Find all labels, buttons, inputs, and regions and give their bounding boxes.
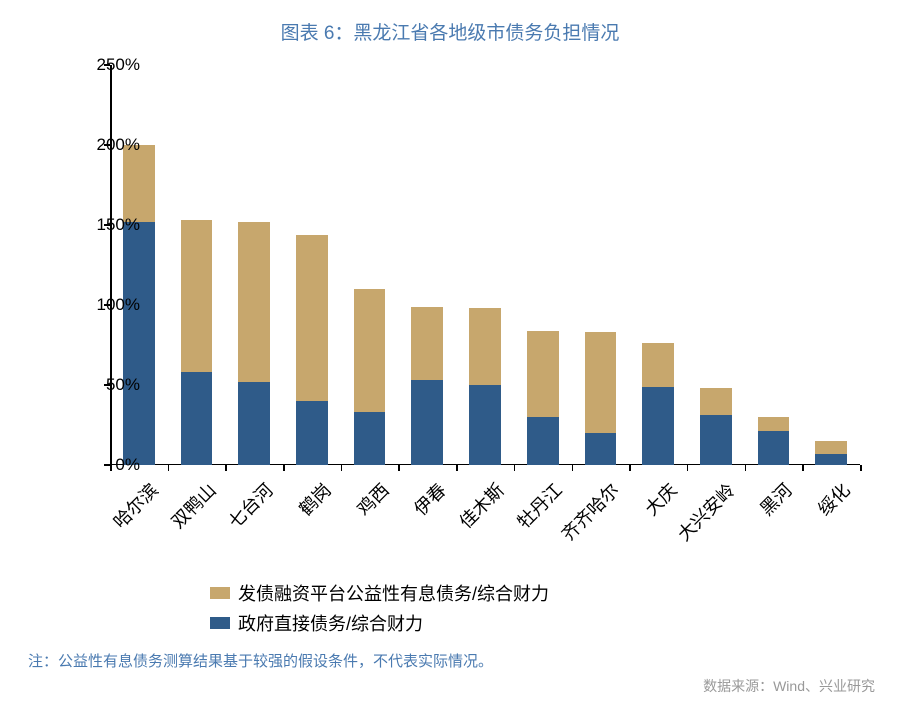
x-tick [629, 465, 631, 471]
bar-group [296, 235, 328, 465]
y-tick-label: 150% [80, 215, 140, 235]
x-tick [514, 465, 516, 471]
x-tick [341, 465, 343, 471]
x-tick [572, 465, 574, 471]
bar-segment-gov-direct [296, 401, 328, 465]
y-tick-label: 50% [80, 375, 140, 395]
bar-segment-platform [758, 417, 790, 431]
bar-group [181, 220, 213, 465]
x-tick [745, 465, 747, 471]
legend-label: 发债融资平台公益性有息债务/综合财力 [238, 580, 549, 606]
bar-group [642, 343, 674, 465]
bar-group [585, 332, 617, 465]
bar-segment-gov-direct [700, 415, 732, 465]
bar-group [354, 289, 386, 465]
legend: 发债融资平台公益性有息债务/综合财力政府直接债务/综合财力 [210, 580, 549, 640]
bar-segment-platform [238, 222, 270, 382]
chart-figure: 图表 6：黑龙江省各地级市债务负担情况 0% 50% 100% 150% 200% 250… [0, 0, 900, 708]
bar-segment-platform [700, 388, 732, 415]
bar-segment-gov-direct [469, 385, 501, 465]
legend-label: 政府直接债务/综合财力 [238, 610, 423, 636]
bar-segment-gov-direct [123, 222, 155, 465]
legend-swatch [210, 587, 230, 599]
bar-group [469, 308, 501, 465]
bar-segment-gov-direct [181, 372, 213, 465]
bar-segment-platform [815, 441, 847, 454]
y-tick-label: 0% [80, 455, 140, 475]
bar-segment-gov-direct [354, 412, 386, 465]
bar-segment-platform [411, 307, 443, 381]
bar-group [758, 417, 790, 465]
bar-segment-gov-direct [527, 417, 559, 465]
x-tick [802, 465, 804, 471]
y-tick-label: 200% [80, 135, 140, 155]
bar-segment-gov-direct [642, 387, 674, 465]
legend-item: 政府直接债务/综合财力 [210, 610, 549, 636]
x-tick [225, 465, 227, 471]
bar-segment-gov-direct [815, 454, 847, 465]
bar-segment-gov-direct [238, 382, 270, 465]
chart-title: 图表 6：黑龙江省各地级市债务负担情况 [0, 0, 900, 55]
bar-segment-gov-direct [411, 380, 443, 465]
y-tick-label: 250% [80, 55, 140, 75]
footnote: 注：公益性有息债务测算结果基于较强的假设条件，不代表实际情况。 [28, 650, 493, 671]
bar-segment-platform [469, 308, 501, 385]
bar-group [700, 388, 732, 465]
bar-group [815, 441, 847, 465]
legend-swatch [210, 617, 230, 629]
bar-segment-platform [585, 332, 617, 433]
x-tick [398, 465, 400, 471]
source-text: 数据来源：Wind、兴业研究 [703, 676, 875, 696]
bars-layer [110, 65, 860, 465]
bar-segment-gov-direct [758, 431, 790, 465]
y-tick-label: 100% [80, 295, 140, 315]
bar-segment-gov-direct [585, 433, 617, 465]
legend-item: 发债融资平台公益性有息债务/综合财力 [210, 580, 549, 606]
x-tick [687, 465, 689, 471]
bar-segment-platform [354, 289, 386, 412]
chart-area [110, 65, 860, 465]
bar-segment-platform [527, 331, 559, 417]
bar-segment-platform [181, 220, 213, 372]
bar-segment-platform [123, 145, 155, 222]
bar-group [411, 307, 443, 465]
x-tick [283, 465, 285, 471]
bar-group [238, 222, 270, 465]
bar-group [527, 331, 559, 465]
bar-segment-platform [642, 343, 674, 386]
x-tick [860, 465, 862, 471]
bar-segment-platform [296, 235, 328, 401]
x-tick [456, 465, 458, 471]
x-tick [168, 465, 170, 471]
